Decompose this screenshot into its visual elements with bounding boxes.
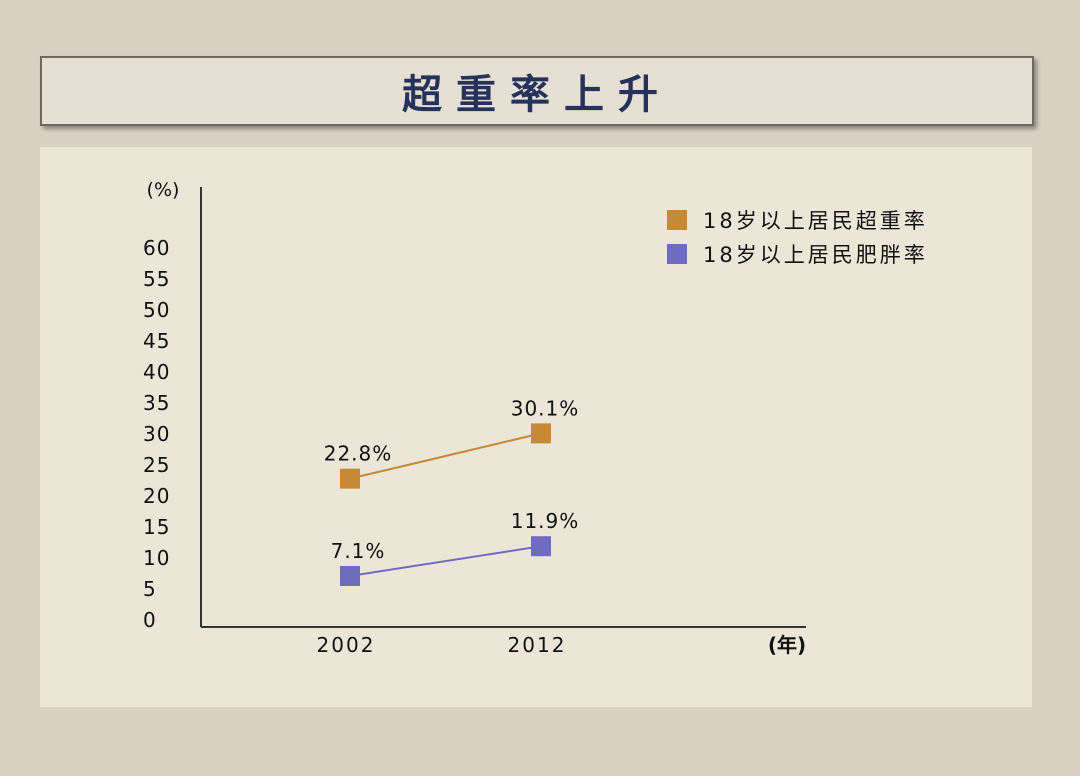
y-tick-label: 0 — [143, 608, 157, 632]
series-line — [349, 432, 542, 480]
y-tick-label: 25 — [143, 453, 170, 477]
series-line — [349, 545, 542, 577]
y-tick-label: 60 — [143, 236, 170, 260]
legend-swatch — [667, 244, 687, 264]
data-point-marker — [531, 423, 551, 444]
y-tick-label: 35 — [143, 391, 170, 415]
y-tick-label: 30 — [143, 422, 170, 446]
page-title: 超重率上升 — [402, 71, 672, 118]
legend-label: 18岁以上居民超重率 — [703, 209, 928, 233]
y-tick-label: 55 — [143, 267, 170, 291]
data-label: 30.1% — [511, 396, 580, 420]
y-tick-label: 40 — [143, 360, 170, 384]
y-axis-label: (%) — [147, 179, 180, 201]
legend-swatch — [667, 210, 687, 230]
y-tick-label: 15 — [143, 515, 170, 539]
y-tick-label: 50 — [143, 298, 170, 322]
x-tick-label: 2002 — [317, 633, 376, 657]
y-tick-label: 20 — [143, 484, 170, 508]
x-tick-label: 2012 — [508, 633, 567, 657]
data-point-marker — [340, 468, 360, 489]
x-axis-label: (年) — [768, 633, 806, 657]
y-tick-label: 5 — [143, 577, 157, 601]
title-banner: 超重率上升 — [40, 56, 1034, 126]
y-tick-label: 10 — [143, 546, 170, 570]
data-label: 11.9% — [511, 509, 580, 533]
data-point-marker — [340, 565, 360, 586]
data-label: 22.8% — [324, 442, 393, 466]
data-label: 7.1% — [331, 539, 386, 563]
y-tick-label: 45 — [143, 329, 170, 353]
legend-label: 18岁以上居民肥胖率 — [703, 243, 928, 267]
data-point-marker — [531, 536, 551, 557]
